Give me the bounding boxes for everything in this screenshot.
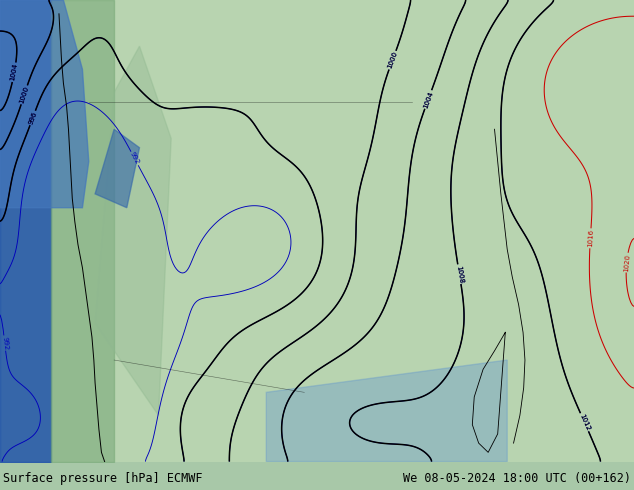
Text: 996: 996 xyxy=(27,111,38,125)
Text: 1004: 1004 xyxy=(10,63,19,82)
Polygon shape xyxy=(95,46,171,416)
Text: 1012: 1012 xyxy=(578,413,591,432)
Text: 992: 992 xyxy=(1,336,8,350)
Text: 1000: 1000 xyxy=(387,50,398,70)
Text: 1004: 1004 xyxy=(10,63,19,82)
Text: 1000: 1000 xyxy=(387,50,398,70)
Text: 1020: 1020 xyxy=(623,253,631,272)
Text: 1008: 1008 xyxy=(455,265,463,284)
Polygon shape xyxy=(266,360,507,462)
Text: Surface pressure [hPa] ECMWF: Surface pressure [hPa] ECMWF xyxy=(3,472,202,485)
Text: 1004: 1004 xyxy=(422,90,434,109)
Polygon shape xyxy=(51,0,634,462)
Text: 1008: 1008 xyxy=(455,265,463,284)
Text: 1000: 1000 xyxy=(18,85,30,104)
Text: 1000: 1000 xyxy=(18,85,30,104)
Text: 1012: 1012 xyxy=(578,413,591,432)
Text: We 08-05-2024 18:00 UTC (00+162): We 08-05-2024 18:00 UTC (00+162) xyxy=(403,472,631,485)
Text: 992: 992 xyxy=(129,151,140,166)
Polygon shape xyxy=(95,129,139,208)
Text: 1004: 1004 xyxy=(422,90,434,109)
Text: 996: 996 xyxy=(27,111,38,125)
Polygon shape xyxy=(0,0,89,208)
Text: 1016: 1016 xyxy=(587,229,594,247)
